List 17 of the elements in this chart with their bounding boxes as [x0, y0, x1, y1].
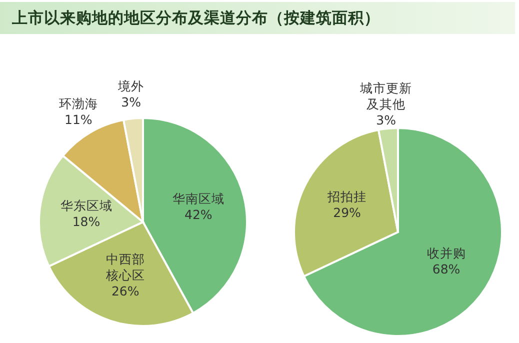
data-label: 68% — [432, 262, 460, 278]
slice-label: 环渤海 — [58, 96, 98, 112]
data-label: 3% — [376, 113, 396, 128]
data-label: 29% — [333, 205, 362, 220]
data-label: 42% — [184, 207, 212, 222]
slice-label: 中西部核心区 — [104, 252, 145, 283]
data-label: 18% — [72, 214, 100, 230]
slice-label: 境外 — [117, 79, 144, 94]
data-label: 26% — [111, 284, 140, 299]
slice-label: 华南区域 — [172, 191, 224, 206]
data-label: 11% — [64, 112, 92, 128]
slice-label: 城市更新及其他 — [359, 81, 412, 112]
data-label: 3% — [121, 95, 142, 110]
slice-label: 招拍挂 — [326, 189, 367, 204]
slice-label: 收并购 — [426, 246, 466, 262]
slice-label: 华东区域 — [60, 198, 112, 214]
chart-title: 上市以来购地的地区分布及渠道分布（按建筑面积） — [11, 9, 380, 28]
